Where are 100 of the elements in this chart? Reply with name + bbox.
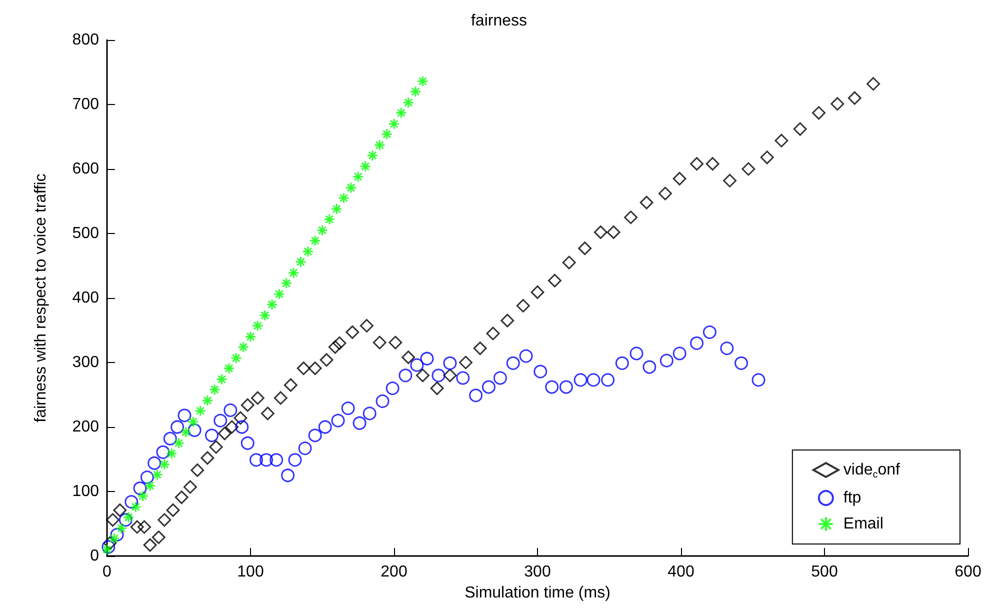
point: [601, 373, 615, 387]
point: [324, 214, 336, 226]
point: [194, 405, 206, 417]
point: [702, 325, 716, 339]
point: [188, 423, 202, 437]
point: [752, 373, 766, 387]
point: [148, 456, 162, 470]
point: [345, 182, 357, 194]
point: [308, 428, 322, 442]
point: [230, 352, 242, 364]
point: [309, 234, 321, 246]
point: [216, 374, 228, 386]
point: [173, 437, 184, 449]
point: [151, 468, 163, 480]
point: [362, 406, 376, 420]
point: [102, 540, 116, 554]
y-tick-label: 200: [72, 418, 100, 436]
point: [178, 408, 192, 422]
point: [642, 360, 656, 374]
point: [224, 403, 238, 417]
x-axis-title: Simulation time (ms): [464, 584, 610, 602]
point: [124, 495, 138, 509]
point: [395, 107, 407, 119]
point: [214, 414, 228, 428]
x-tick-label: 500: [811, 564, 838, 580]
point: [690, 336, 704, 350]
point: [338, 192, 350, 204]
y-tick-label: 500: [72, 225, 100, 242]
point: [260, 453, 274, 467]
point: [298, 442, 312, 456]
point: [574, 373, 588, 387]
point: [223, 362, 235, 374]
point: [398, 368, 412, 382]
point: [316, 224, 328, 236]
point: [366, 150, 378, 162]
point: [534, 364, 548, 378]
point: [519, 349, 533, 363]
point: [170, 420, 184, 434]
legend-label: Email: [843, 516, 884, 532]
point: [235, 420, 249, 434]
point: [238, 341, 250, 353]
y-tick-label: 0: [90, 548, 100, 564]
x-tick-label: 300: [524, 564, 551, 580]
point: [376, 394, 390, 408]
point: [331, 414, 345, 428]
y-tick-label: 800: [72, 32, 100, 48]
x-tick-label: 0: [102, 564, 112, 580]
point: [250, 453, 263, 467]
x-tick-label: 100: [237, 564, 264, 580]
point: [122, 512, 134, 524]
point: [205, 428, 219, 442]
point: [108, 532, 120, 544]
point: [402, 96, 414, 108]
point: [352, 170, 364, 182]
point: [432, 368, 446, 382]
point: [615, 356, 629, 370]
point: [302, 246, 314, 258]
point: [416, 76, 428, 88]
point: [420, 352, 434, 366]
point: [386, 382, 400, 396]
point: [294, 256, 306, 268]
point: [116, 522, 128, 534]
point: [158, 458, 170, 470]
point: [259, 310, 271, 322]
point: [660, 354, 674, 368]
point: [506, 356, 520, 370]
point: [456, 371, 470, 385]
point: [137, 490, 149, 502]
point: [266, 298, 278, 310]
point: [166, 448, 178, 460]
point: [381, 128, 393, 140]
point: [187, 416, 199, 428]
y-tick-label: 400: [72, 290, 100, 306]
point: [288, 267, 300, 279]
point: [410, 86, 422, 98]
point: [280, 277, 292, 289]
y-tick-label: 300: [72, 354, 100, 371]
point: [240, 436, 254, 450]
point: [288, 453, 302, 467]
point: [281, 468, 295, 482]
chart-title: fairness: [470, 12, 528, 30]
point: [493, 371, 507, 385]
y-tick-label: 700: [72, 96, 100, 113]
point: [144, 480, 156, 492]
y-tick-label: 100: [72, 483, 100, 500]
point: [140, 470, 154, 484]
point: [118, 513, 132, 527]
point: [734, 356, 748, 370]
point: [270, 453, 284, 467]
point: [630, 346, 644, 360]
point: [163, 432, 177, 446]
point: [156, 445, 170, 459]
legend-label: ftp: [843, 490, 862, 506]
point: [330, 203, 342, 215]
point: [545, 380, 559, 394]
point: [720, 342, 734, 356]
point: [180, 426, 192, 438]
point: [341, 402, 355, 416]
point: [273, 288, 285, 300]
point: [469, 388, 483, 402]
